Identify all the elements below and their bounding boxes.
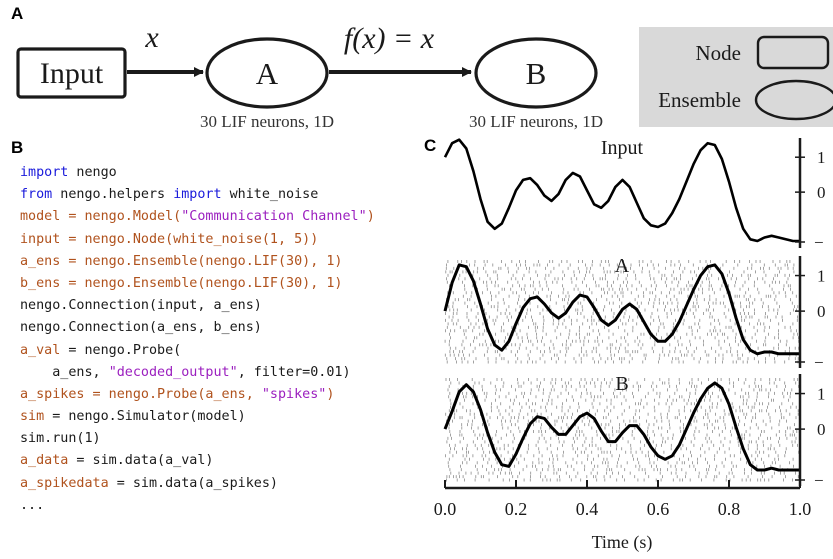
- code-token: ...: [20, 497, 45, 513]
- panel-title-input: Input: [601, 137, 644, 159]
- code-token: nengo.helpers: [52, 187, 174, 203]
- x-tick-label: 0.4: [576, 499, 599, 519]
- y-tick-label: 1: [817, 148, 826, 167]
- series-line-input: [443, 138, 800, 243]
- ensemble-b: [474, 37, 598, 109]
- y-tick-label: 1: [817, 385, 826, 404]
- code-line: a_spikes = nengo.Probe(a_ens, "spikes"): [20, 384, 375, 406]
- code-token: nengo: [68, 165, 117, 180]
- code-token: a_spikes: [20, 386, 85, 402]
- input-node-label: Input: [40, 57, 104, 90]
- code-token: a_data: [20, 453, 69, 469]
- code-token: = nengo.Simulator(model): [44, 409, 246, 425]
- x-axis-label: Time (s): [592, 532, 653, 553]
- ensemble-a-label: A: [256, 56, 279, 91]
- code-token: = nengo.Ensemble(nengo.LIF(30), 1): [60, 275, 343, 291]
- ensemble-a-caption: 30 LIF neurons, 1D: [200, 112, 334, 131]
- code-line: nengo.Connection(a_ens, b_ens): [20, 317, 375, 339]
- code-line: from nengo.helpers import white_noise: [20, 184, 375, 206]
- code-token: = sim.data(a_val): [68, 453, 214, 469]
- edge-a-b-label: f(x) = x: [344, 22, 435, 55]
- legend-node-label: Node: [696, 41, 742, 65]
- y-tick-label: −: [814, 353, 824, 372]
- code-line: nengo.Connection(input, a_ens): [20, 295, 375, 317]
- legend-ensemble-shape: [754, 79, 833, 121]
- code-line: ...: [20, 495, 375, 517]
- code-token: nengo.Connection(a_ens, b_ens): [20, 320, 262, 336]
- ensemble-b-caption: 30 LIF neurons, 1D: [469, 112, 603, 131]
- code-token: = nengo.Model(: [60, 209, 182, 225]
- code-token: nengo.Connection(input, a_ens): [20, 298, 262, 314]
- code-token: sim: [20, 409, 45, 425]
- code-line: sim = nengo.Simulator(model): [20, 406, 375, 428]
- x-tick-label: 1.0: [789, 499, 812, 519]
- spike-raster: [445, 378, 801, 482]
- x-tick-label: 0.0: [434, 499, 457, 519]
- code-token: = nengo.Probe(a_ens,: [84, 386, 262, 402]
- x-tick-label: 0.2: [505, 499, 528, 519]
- legend-box: [639, 27, 833, 127]
- ensemble-a: [205, 37, 329, 109]
- code-token: import: [20, 165, 69, 180]
- panel-title-a: A: [615, 255, 630, 277]
- y-tick-label: 0: [817, 302, 826, 321]
- code-line: sim.run(1): [20, 428, 375, 450]
- code-line: a_ens = nengo.Ensemble(nengo.LIF(30), 1): [20, 251, 375, 273]
- series-line-a: [443, 263, 800, 356]
- code-token: ): [366, 209, 375, 225]
- code-token: ): [326, 386, 335, 402]
- code-token: white_noise: [221, 187, 319, 203]
- input-node-box: [16, 47, 127, 99]
- edge-input-a-label: x: [144, 21, 159, 54]
- code-line: import nengo: [20, 162, 375, 184]
- panel-label-c: C: [424, 136, 437, 155]
- panel-label-a: A: [11, 4, 24, 23]
- code-token: = nengo.Node(white_noise(1, 5)): [60, 231, 319, 247]
- panel-label-b: B: [11, 138, 24, 157]
- code-token: a_spikedata: [20, 475, 109, 491]
- code-token: sim.run(1): [20, 431, 101, 447]
- y-tick-label: −: [814, 233, 824, 252]
- x-tick-label: 0.8: [718, 499, 741, 519]
- code-token: "spikes": [261, 386, 327, 402]
- code-token: model: [20, 209, 61, 225]
- code-listing: import nengo from nengo.helpers import wh…: [20, 162, 375, 517]
- code-line: a_data = sim.data(a_val): [20, 450, 375, 472]
- legend-ensemble-label: Ensemble: [658, 88, 741, 112]
- series-line-b: [443, 381, 800, 472]
- legend-node-shape: [756, 35, 830, 70]
- y-tick-label: −: [814, 471, 824, 490]
- code-token: a_val: [20, 342, 61, 358]
- code-token: "Communication Channel": [181, 209, 367, 225]
- code-token: = sim.data(a_spikes): [108, 475, 278, 491]
- code-line: model = nengo.Model("Communication Chann…: [20, 206, 375, 228]
- code-token: , filter=0.01): [237, 364, 351, 380]
- code-token: b_ens: [20, 275, 61, 291]
- code-line: input = nengo.Node(white_noise(1, 5)): [20, 229, 375, 251]
- code-line: a_ens, "decoded_output", filter=0.01): [20, 362, 375, 384]
- code-token: input: [20, 231, 61, 247]
- network-diagram: Input x A 30 LIF neurons, 1D f(x) = x B …: [16, 21, 833, 131]
- ensemble-b-label: B: [526, 56, 547, 91]
- code-token: a_ens: [20, 253, 61, 269]
- code-token: import: [173, 187, 222, 203]
- code-token: from: [20, 187, 53, 203]
- x-tick-label: 0.6: [647, 499, 670, 519]
- panel-title-b: B: [615, 373, 628, 395]
- y-tick-label: 0: [817, 420, 826, 439]
- code-token: = nengo.Probe(: [60, 342, 182, 358]
- code-token: "decoded_output": [108, 364, 238, 380]
- y-tick-label: 1: [817, 267, 826, 286]
- code-line: b_ens = nengo.Ensemble(nengo.LIF(30), 1): [20, 273, 375, 295]
- code-token: = nengo.Ensemble(nengo.LIF(30), 1): [60, 253, 343, 269]
- y-tick-label: 0: [817, 183, 826, 202]
- code-line: a_spikedata = sim.data(a_spikes): [20, 473, 375, 495]
- code-line: a_val = nengo.Probe(: [20, 340, 375, 362]
- code-token: a_ens,: [20, 364, 109, 380]
